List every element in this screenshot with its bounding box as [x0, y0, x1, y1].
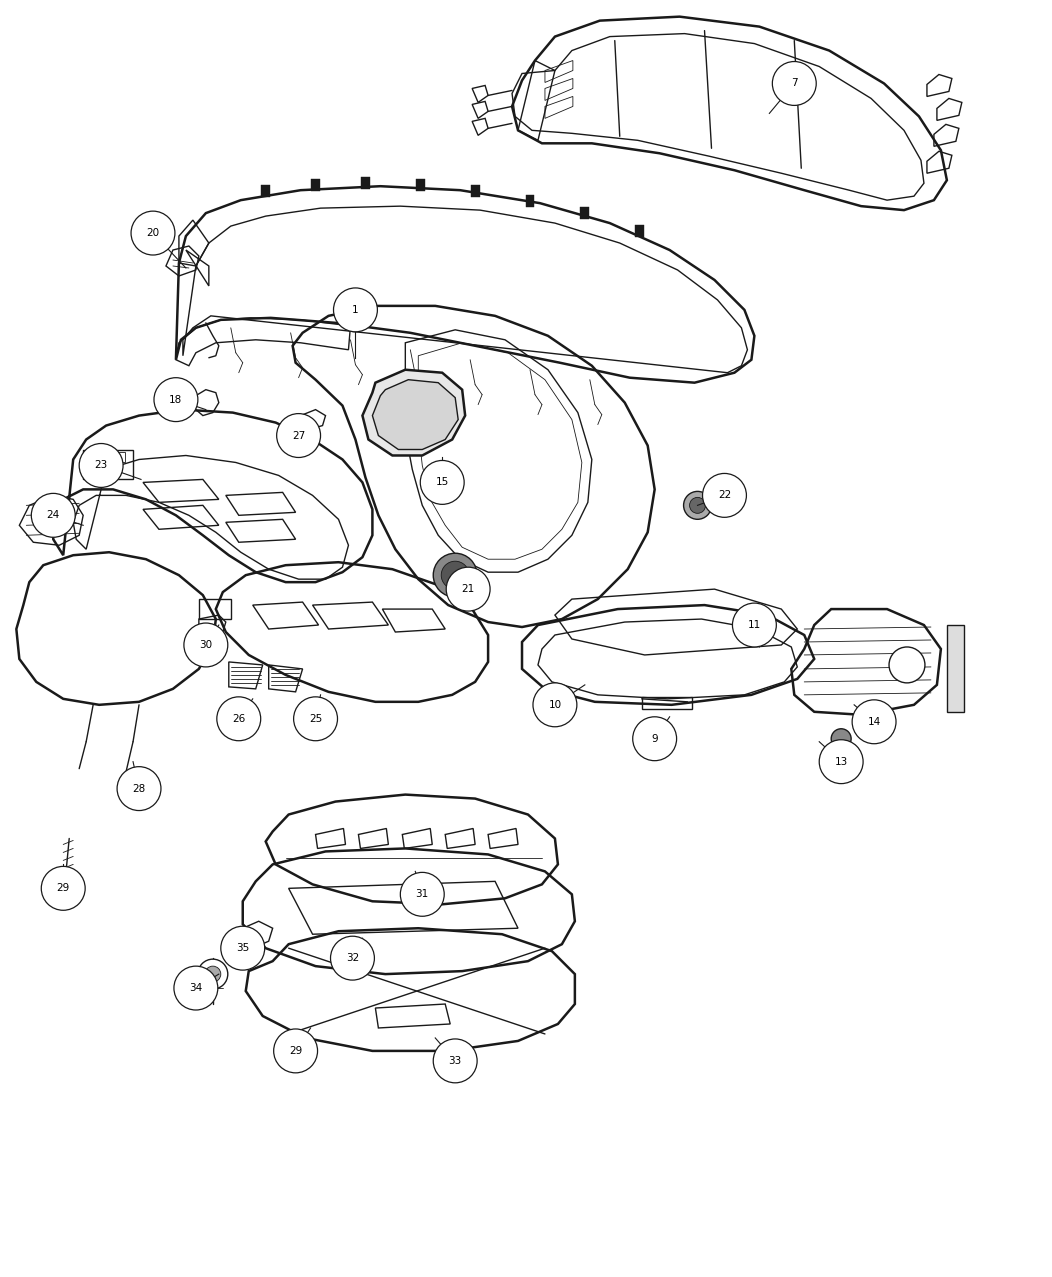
- Text: 11: 11: [748, 621, 761, 630]
- Circle shape: [441, 561, 469, 589]
- Text: 18: 18: [169, 395, 183, 405]
- Circle shape: [79, 443, 123, 488]
- Circle shape: [89, 451, 103, 465]
- Circle shape: [32, 493, 75, 538]
- Bar: [361, 178, 370, 189]
- Text: 31: 31: [416, 889, 429, 899]
- Circle shape: [132, 211, 175, 255]
- Text: 15: 15: [436, 478, 449, 488]
- Text: 33: 33: [448, 1056, 462, 1066]
- Circle shape: [205, 967, 221, 982]
- Circle shape: [117, 766, 161, 811]
- Circle shape: [277, 414, 321, 457]
- Text: 28: 28: [133, 784, 145, 793]
- Circle shape: [217, 697, 261, 741]
- Text: 23: 23: [95, 461, 107, 470]
- Circle shape: [401, 872, 444, 917]
- Bar: [581, 207, 589, 220]
- Polygon shape: [372, 379, 459, 450]
- Bar: [103, 452, 125, 462]
- Text: 26: 26: [232, 714, 245, 724]
- Text: 22: 22: [717, 490, 731, 501]
- Bar: [199, 599, 230, 619]
- Circle shape: [433, 1039, 478, 1083]
- Bar: [526, 195, 534, 207]
- Circle shape: [632, 716, 676, 761]
- Circle shape: [421, 461, 464, 504]
- Text: 30: 30: [199, 640, 213, 650]
- Text: 34: 34: [189, 983, 202, 994]
- Text: 13: 13: [834, 757, 848, 766]
- Circle shape: [89, 462, 103, 476]
- Circle shape: [174, 967, 218, 1010]
- Circle shape: [820, 739, 863, 784]
- Text: 21: 21: [462, 584, 474, 594]
- Circle shape: [446, 567, 490, 612]
- Text: 29: 29: [57, 884, 69, 894]
- Text: ×: ×: [838, 736, 844, 742]
- Text: 20: 20: [146, 229, 160, 238]
- Text: 24: 24: [46, 511, 60, 520]
- Circle shape: [294, 697, 338, 741]
- Text: 29: 29: [289, 1046, 302, 1056]
- Text: 14: 14: [868, 716, 881, 727]
- Text: 10: 10: [548, 700, 562, 710]
- Circle shape: [772, 61, 816, 106]
- Polygon shape: [947, 624, 964, 711]
- Circle shape: [198, 959, 228, 990]
- Circle shape: [732, 603, 776, 647]
- Bar: [470, 185, 480, 197]
- Circle shape: [433, 553, 478, 598]
- Circle shape: [889, 647, 925, 683]
- Circle shape: [852, 700, 896, 743]
- Bar: [261, 185, 270, 197]
- Bar: [416, 179, 425, 192]
- Polygon shape: [363, 370, 465, 456]
- Circle shape: [184, 623, 228, 667]
- Circle shape: [703, 474, 747, 517]
- Text: 25: 25: [309, 714, 322, 724]
- Text: 27: 27: [292, 430, 305, 441]
- Text: 9: 9: [651, 734, 658, 743]
- Circle shape: [274, 1029, 318, 1073]
- Text: 7: 7: [791, 78, 797, 88]
- Circle shape: [831, 729, 851, 748]
- Circle shape: [41, 866, 85, 911]
- Text: 35: 35: [236, 944, 249, 953]
- Circle shape: [330, 936, 375, 979]
- Circle shape: [533, 683, 576, 727]
- Text: 32: 32: [346, 953, 359, 963]
- Circle shape: [333, 287, 378, 332]
- Text: 1: 1: [352, 305, 359, 315]
- Bar: [311, 179, 320, 192]
- Bar: [642, 697, 691, 709]
- Circle shape: [689, 497, 706, 513]
- Bar: [635, 225, 644, 238]
- Circle shape: [684, 492, 711, 520]
- Circle shape: [221, 926, 265, 971]
- Circle shape: [154, 378, 198, 421]
